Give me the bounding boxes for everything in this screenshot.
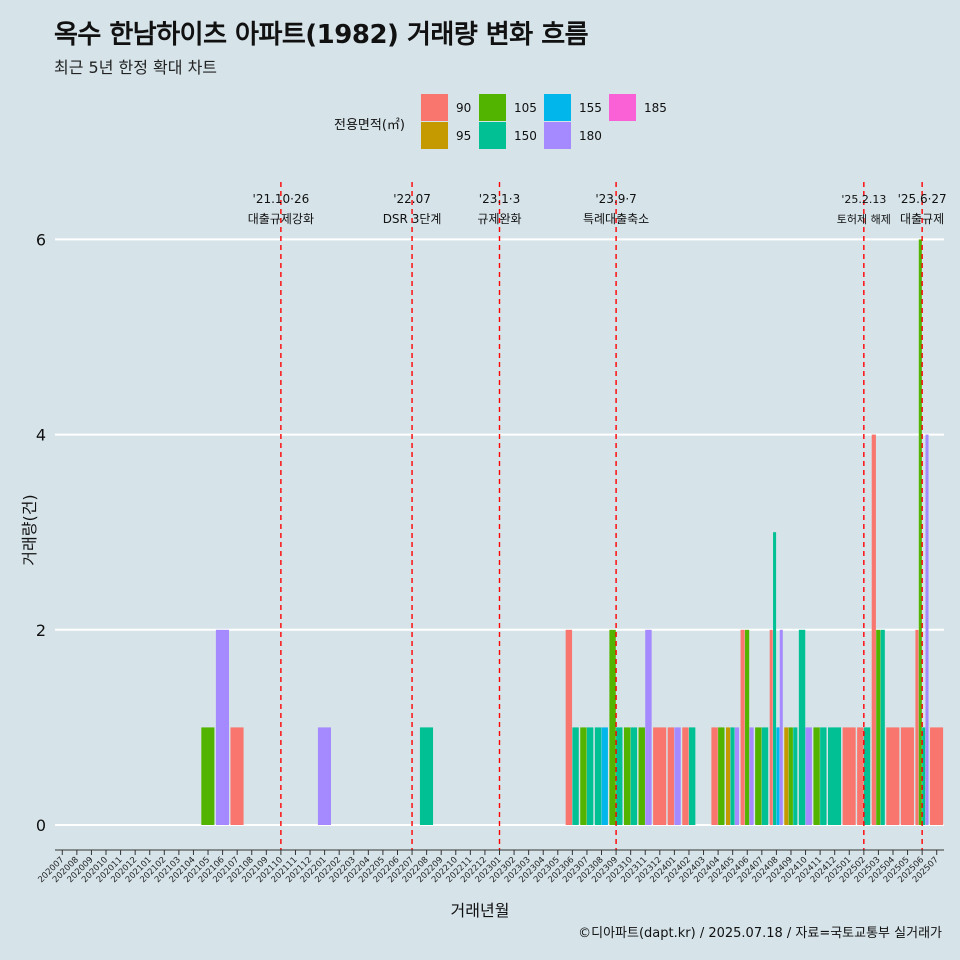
event-label-202207: DSR 3단계 [383,212,442,226]
legend-label-105: 105 [514,101,537,115]
event-date-202207: '22.07 [393,192,431,206]
source-caption: ©디아파트(dapt.kr) / 2025.07.18 / 자료=국토교통부 실… [578,926,942,941]
bar-202311-105 [638,727,645,825]
chart-subtitle: 최근 5년 한정 확대 차트 [54,58,218,77]
bar-202506-105 [918,239,922,825]
bar-202307-150 [586,727,594,825]
bar-202307-105 [580,727,587,825]
bar-202507-90 [930,727,944,825]
bar-202107-90 [230,727,244,825]
legend-label-95: 95 [456,129,472,143]
bar-202306-150 [572,727,579,825]
bar-202208-150 [419,727,434,825]
bar-202404-90 [711,727,718,825]
event-label-202506: 대출규제 [900,212,944,226]
bar-202506-90 [915,629,919,825]
event-date-202110: '21.10·26 [253,192,310,206]
bar-202506-180 [925,434,929,825]
bar-202405-95 [725,727,731,825]
bar-202503-150 [880,629,885,825]
bar-202407-105 [755,727,762,825]
legend-key-180 [544,122,571,149]
x-axis-label: 거래년월 [450,901,510,920]
event-date-202506: '25.6·27 [898,192,947,206]
bar-202405-180 [734,727,740,825]
bar-202406-90 [740,629,745,825]
bar-202306-90 [565,629,573,825]
bar-202312-90 [653,727,667,825]
bar-202309-150 [616,727,623,825]
legend-key-90 [421,94,448,121]
bar-202409-150 [793,727,798,825]
legend-label-150: 150 [514,129,537,143]
bar-202408-155 [776,727,780,825]
bar-202309-105 [609,629,616,825]
legend-label-90: 90 [456,101,472,115]
bar-202501-90 [842,727,856,825]
y-tick-label: 0 [36,816,46,835]
event-date-202309: '23.9·7 [595,192,636,206]
bar-202408-180 [779,629,783,825]
event-label-202301: 규제완화 [477,212,521,226]
bar-202401-90 [667,727,675,825]
bar-202503-105 [876,629,881,825]
bar-202308-155 [601,727,608,825]
bar-202201-180 [317,727,332,825]
y-axis-label: 거래량(건) [20,494,39,566]
bar-202402-150 [688,727,696,825]
bar-202412-150 [827,727,842,825]
event-date-202301: '23.1·3 [479,192,520,206]
legend-label-155: 155 [579,101,602,115]
bar-202402-90 [682,727,689,825]
legend-key-105 [479,94,506,121]
bar-202506-150 [922,727,926,825]
legend-label-185: 185 [644,101,667,115]
event-label-202502: 토허제 해제 [837,212,891,226]
event-label-202110: 대출규제강화 [248,212,314,226]
bar-202406-105 [745,629,750,825]
event-date-202502: '25.2.13 [841,193,886,206]
bar-202406-180 [749,727,754,825]
bar-202105-105 [201,727,215,825]
bar-202311-180 [645,629,652,825]
legend-key-150 [479,122,506,149]
bar-202503-90 [871,434,876,825]
bar-202310-150 [630,727,638,825]
event-label-202309: 특례대출축소 [583,212,649,226]
legend-key-185 [609,94,636,121]
bar-202409-105 [788,727,793,825]
bar-202106-180 [215,629,230,825]
bar-202408-150 [773,532,777,825]
bar-202411-150 [820,727,827,825]
bar-202502-90 [857,727,864,825]
bar-202502-150 [863,727,871,825]
legend-label-180: 180 [579,129,602,143]
bar-202504-90 [886,727,900,825]
bar-202408-90 [769,629,773,825]
bar-202411-105 [813,727,820,825]
legend-title: 전용면적(㎡) [334,118,405,133]
y-tick-label: 2 [36,621,46,640]
y-tick-label: 4 [36,426,46,445]
bar-202405-150 [730,727,735,825]
legend-key-155 [544,94,571,121]
bar-202404-105 [718,727,725,825]
legend-key-95 [421,122,448,149]
bar-202401-180 [674,727,681,825]
bar-202409-95 [784,727,789,825]
bar-202505-90 [900,727,914,825]
bar-202410-150 [798,629,806,825]
bar-202308-150 [594,727,602,825]
bar-202310-105 [623,727,631,825]
chart-title: 옥수 한남하이츠 아파트(1982) 거래량 변화 흐름 [54,20,589,50]
bar-202410-180 [805,727,812,825]
y-tick-label: 6 [36,230,46,249]
bar-202407-150 [761,727,769,825]
